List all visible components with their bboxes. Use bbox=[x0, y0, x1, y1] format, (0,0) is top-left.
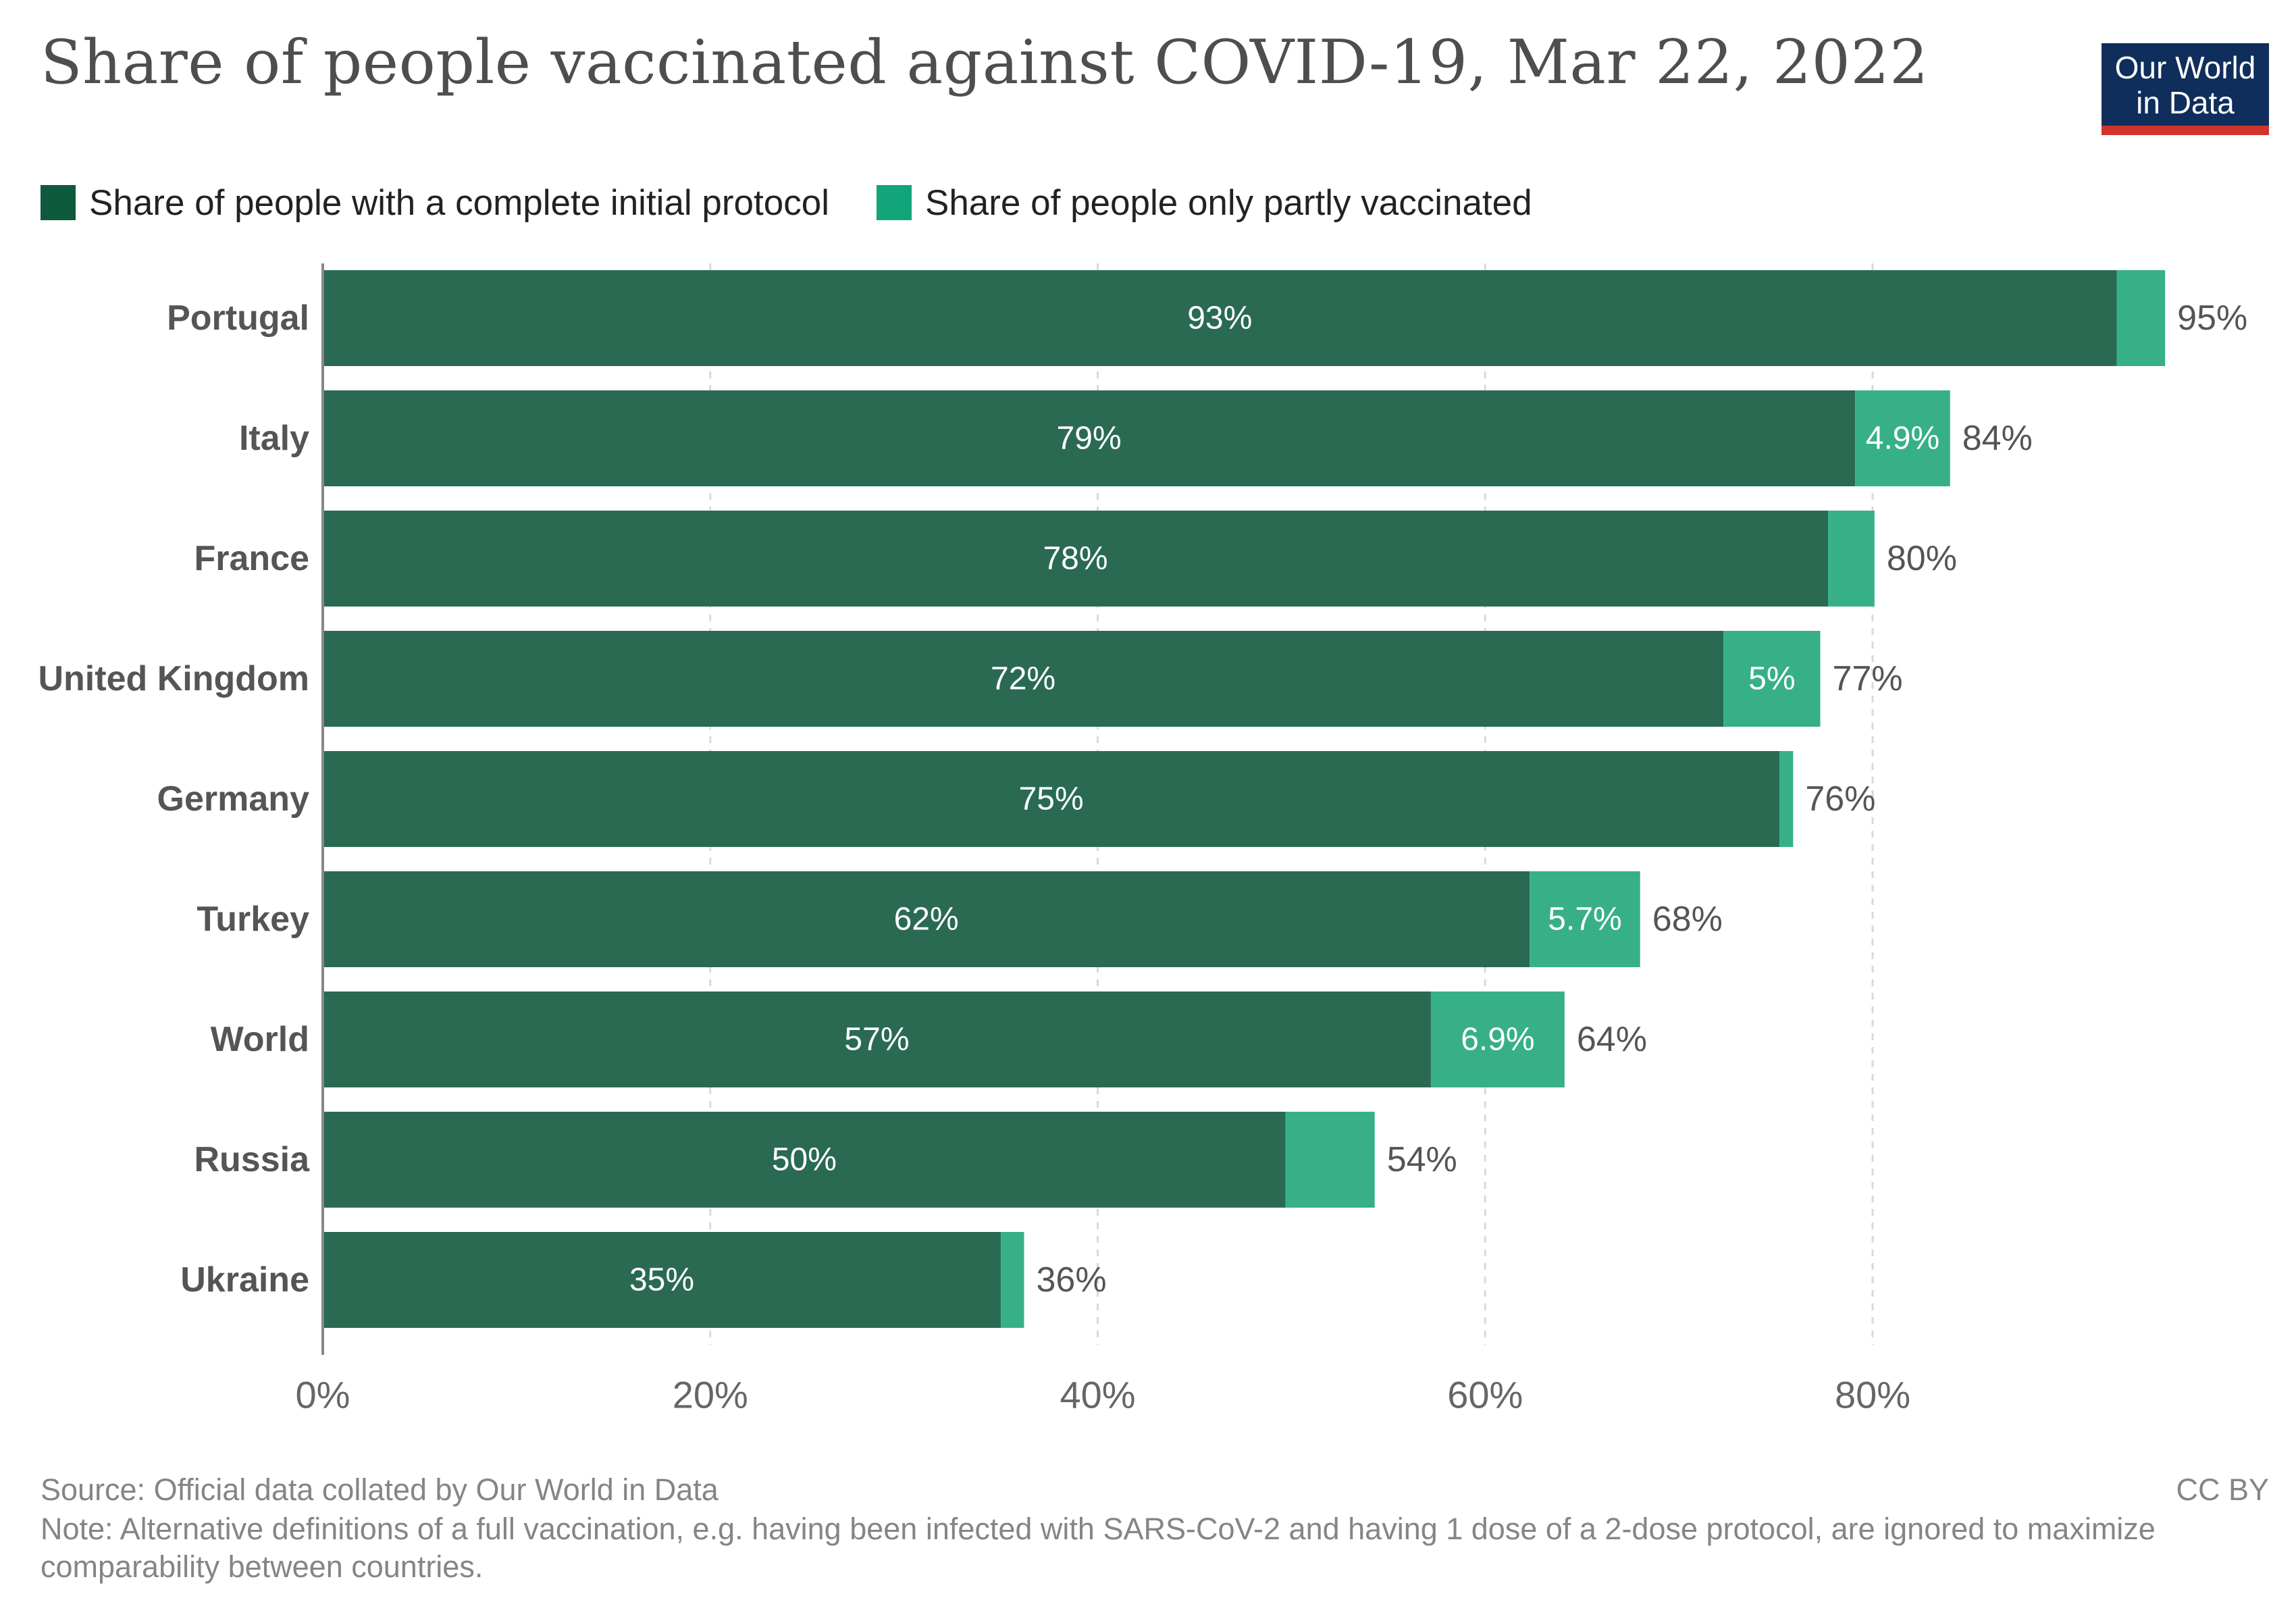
bar-total-label: 80% bbox=[1887, 539, 1957, 578]
bar-partly bbox=[1855, 390, 1950, 486]
legend-label-partly: Share of people only partly vaccinated bbox=[924, 182, 1532, 223]
bar-partly bbox=[1828, 511, 1875, 607]
bar-label-complete: 35% bbox=[629, 1262, 694, 1298]
bar-total-label: 68% bbox=[1652, 900, 1723, 939]
category-label: Germany bbox=[157, 779, 310, 819]
bar-total-label: 95% bbox=[2177, 299, 2247, 338]
bar-partly bbox=[1001, 1232, 1024, 1328]
bar-partly bbox=[1723, 631, 1821, 727]
category-label: Portugal bbox=[167, 299, 309, 338]
bar-label-complete: 50% bbox=[772, 1142, 837, 1178]
category-label: France bbox=[194, 539, 309, 578]
bar-complete bbox=[323, 871, 1530, 967]
bar-label-partly: 6.9% bbox=[1461, 1022, 1534, 1058]
bar-label-complete: 72% bbox=[991, 661, 1055, 697]
bar-label-complete: 93% bbox=[1187, 301, 1252, 336]
legend-swatch-complete bbox=[41, 185, 76, 220]
category-label: World bbox=[211, 1020, 309, 1059]
bar-total-label: 54% bbox=[1387, 1140, 1457, 1179]
x-tick-label: 40% bbox=[1060, 1374, 1135, 1416]
bar-complete bbox=[323, 390, 1856, 486]
legend: Share of people with a complete initial … bbox=[41, 179, 1580, 226]
bar-total-label: 64% bbox=[1577, 1020, 1647, 1059]
bar-label-complete: 57% bbox=[844, 1022, 909, 1058]
bar-complete bbox=[323, 1232, 1001, 1328]
bar-partly bbox=[1430, 992, 1565, 1087]
x-tick-label: 80% bbox=[1835, 1374, 1910, 1416]
bar-partly bbox=[1285, 1112, 1375, 1208]
chart-title: Share of people vaccinated against COVID… bbox=[41, 27, 1929, 98]
bar-partly bbox=[2116, 270, 2166, 366]
bar-complete bbox=[323, 631, 1724, 727]
legend-label-complete: Share of people with a complete initial … bbox=[89, 182, 829, 223]
footnote: Note: Alternative definitions of a full … bbox=[41, 1512, 2156, 1584]
legend-item-partly: Share of people only partly vaccinated bbox=[876, 182, 1532, 224]
bar-label-complete: 75% bbox=[1019, 781, 1084, 817]
bar-complete bbox=[323, 1112, 1286, 1208]
bar-total-label: 77% bbox=[1833, 659, 1903, 698]
x-tick-label: 60% bbox=[1447, 1374, 1523, 1416]
source-note: Source: Official data collated by Our Wo… bbox=[41, 1472, 719, 1507]
logo-line-2: in Data bbox=[2136, 85, 2235, 120]
bar-total-label: 36% bbox=[1036, 1260, 1106, 1300]
bar-complete bbox=[323, 511, 1829, 607]
category-label: Russia bbox=[194, 1140, 310, 1179]
legend-swatch-partly bbox=[876, 185, 912, 220]
bar-total-label: 84% bbox=[1962, 419, 2033, 458]
bar-complete bbox=[323, 270, 2117, 366]
bar-label-partly: 4.9% bbox=[1866, 421, 1939, 457]
bar-complete bbox=[323, 751, 1780, 847]
x-tick-label: 20% bbox=[673, 1374, 748, 1416]
owid-logo[interactable]: Our World in Data bbox=[2102, 43, 2269, 135]
bar-label-partly: 5.7% bbox=[1548, 902, 1621, 937]
bar-label-complete: 62% bbox=[894, 902, 959, 937]
category-label: Italy bbox=[239, 419, 309, 458]
category-label: Ukraine bbox=[180, 1260, 309, 1300]
bar-partly bbox=[1779, 751, 1794, 847]
bar-label-complete: 79% bbox=[1057, 421, 1122, 457]
bar-label-complete: 78% bbox=[1043, 541, 1107, 577]
license-label: CC BY bbox=[2176, 1472, 2269, 1507]
bar-partly bbox=[1530, 871, 1640, 967]
logo-accent-bar bbox=[2102, 126, 2269, 135]
category-label: Turkey bbox=[197, 900, 309, 939]
legend-item-complete: Share of people with a complete initial … bbox=[41, 182, 829, 224]
bar-complete bbox=[323, 992, 1431, 1087]
x-tick-label: 0% bbox=[296, 1374, 350, 1416]
category-label: United Kingdom bbox=[38, 659, 309, 698]
bar-total-label: 76% bbox=[1805, 779, 1875, 819]
logo-line-1: Our World bbox=[2114, 50, 2256, 85]
bar-label-partly: 5% bbox=[1748, 661, 1795, 697]
bar-chart: Portugal 93% 95% Italy 79% 4.9% 84% France 78% 80… bbox=[38, 263, 2247, 1416]
